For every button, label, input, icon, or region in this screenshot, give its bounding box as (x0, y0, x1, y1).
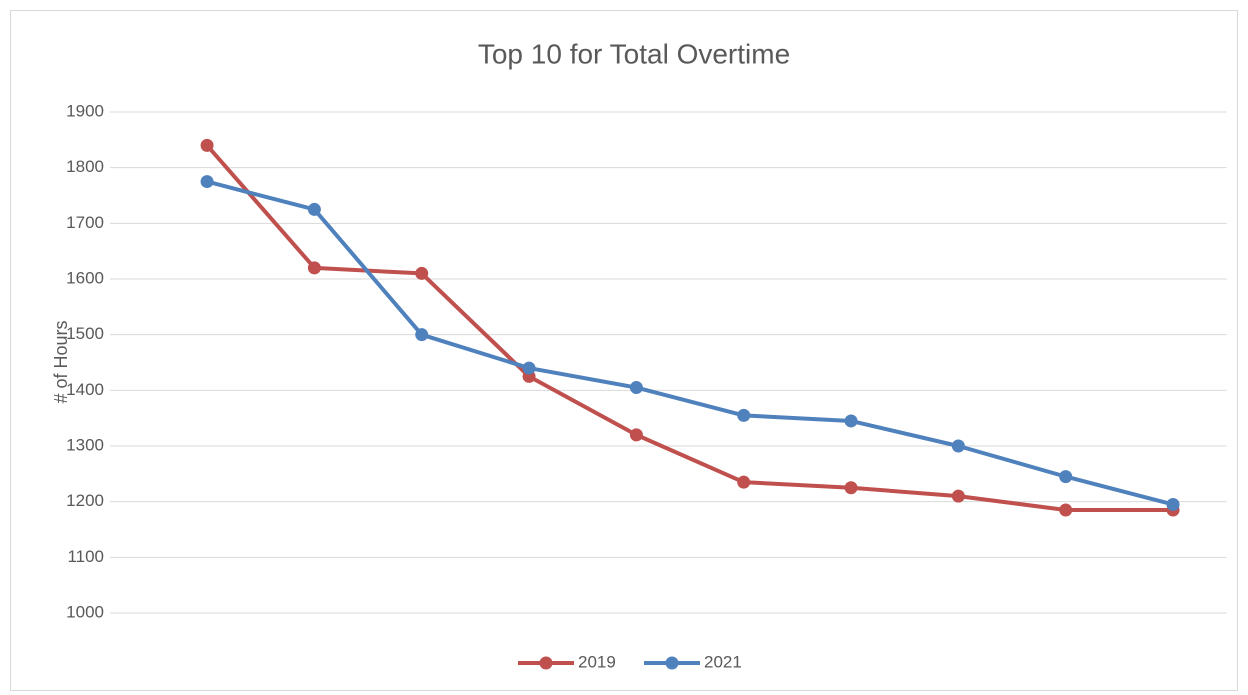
point (307, 261, 321, 275)
point (951, 439, 965, 453)
point (951, 489, 965, 503)
y-tick-label: 1000 (66, 602, 104, 621)
point (200, 175, 214, 189)
y-tick-label: 1100 (67, 547, 104, 566)
series-line (206, 179, 1174, 507)
point (737, 475, 751, 489)
y-tick-label: 1700 (66, 213, 104, 232)
y-tick-label: 1900 (66, 101, 104, 120)
y-tick-label: 1800 (66, 157, 104, 176)
y-tick-label: 1300 (66, 435, 104, 454)
point (200, 138, 214, 152)
y-tick-label: 1500 (66, 324, 104, 343)
point (307, 202, 321, 216)
point (1166, 497, 1180, 511)
legend-label: 2021 (704, 652, 742, 671)
point (1059, 470, 1073, 484)
chart-title: Top 10 for Total Overtime (478, 38, 790, 69)
chart-border (10, 10, 1238, 691)
legend-marker (665, 656, 679, 670)
point (415, 328, 429, 342)
y-tick-label: 1400 (66, 380, 104, 399)
point (844, 481, 858, 495)
point (415, 266, 429, 280)
y-tick-label: 1600 (66, 268, 104, 287)
y-axis-label: # of Hours (51, 320, 71, 403)
legend-marker (539, 656, 553, 670)
y-tick-label: 1200 (66, 491, 104, 510)
point (737, 408, 751, 422)
point (629, 428, 643, 442)
point (844, 414, 858, 428)
point (629, 381, 643, 395)
legend-label: 2019 (578, 652, 616, 671)
point (1059, 503, 1073, 517)
point (522, 361, 536, 375)
